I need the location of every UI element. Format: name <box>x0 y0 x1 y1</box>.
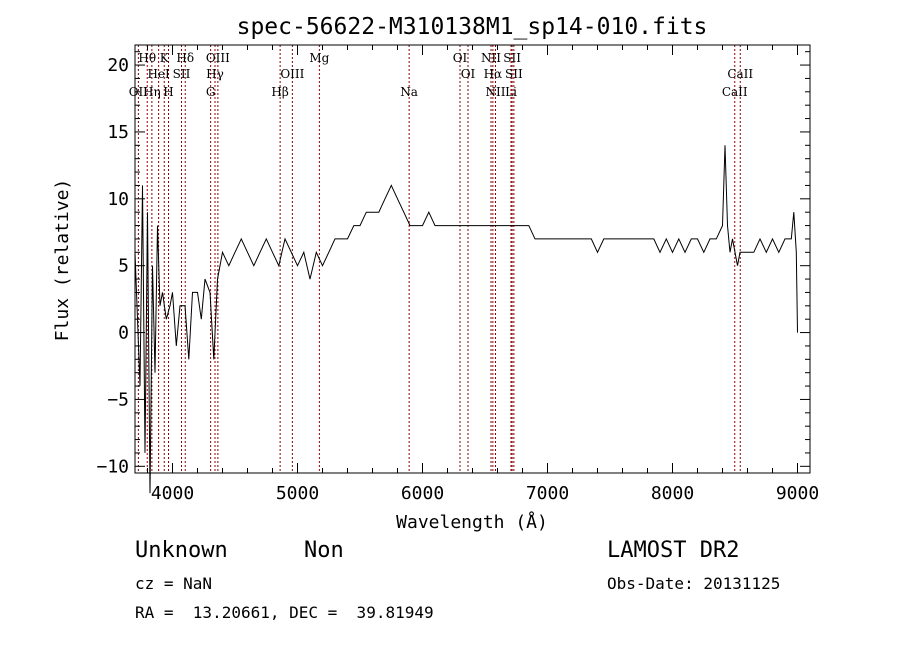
line-label: SII <box>505 67 523 81</box>
y-tick-label: −10 <box>96 456 129 477</box>
line-label: HeI <box>147 67 170 81</box>
line-label: K <box>160 51 170 65</box>
x-tick-label: 4000 <box>151 483 194 504</box>
line-label: H <box>163 85 173 99</box>
line-label: OI <box>453 51 468 65</box>
x-axis-label: Wavelength (Å) <box>396 511 548 533</box>
x-tick-label: 9000 <box>776 483 819 504</box>
spectral-class: Unknown <box>135 538 228 563</box>
x-tick-label: 6000 <box>401 483 444 504</box>
line-label: CaII <box>727 67 753 81</box>
line-label: SII <box>503 51 521 65</box>
line-label: Na <box>400 85 418 99</box>
line-label: OII <box>129 85 149 99</box>
line-markers <box>137 45 741 473</box>
y-tick-label: 10 <box>107 189 129 210</box>
spectrum-line <box>134 145 798 494</box>
line-label: Li <box>505 85 517 99</box>
line-label: Hδ <box>176 51 194 65</box>
line-label: CaII <box>722 85 748 99</box>
line-label: OIII <box>206 51 230 65</box>
spectrum-chart: spec-56622-M310138M1_sp14-010.fits 4000 5… <box>52 14 819 533</box>
y-tick-label: 0 <box>118 323 129 344</box>
survey-name: LAMOST DR2 <box>607 538 740 563</box>
line-label: OI <box>461 67 476 81</box>
y-tick-label: 5 <box>118 256 129 277</box>
coordinates-text: RA = 13.20661, DEC = 39.81949 <box>135 603 434 622</box>
line-label: Mg <box>309 51 329 65</box>
y-tick-label: 15 <box>107 122 129 143</box>
line-label: NII <box>486 85 506 99</box>
line-label: NII <box>481 51 501 65</box>
line-label: Hβ <box>271 85 288 99</box>
line-label: G <box>206 85 216 99</box>
x-tick-label: 5000 <box>276 483 319 504</box>
line-label: Hθ <box>138 51 156 65</box>
chart-title: spec-56622-M310138M1_sp14-010.fits <box>237 14 708 40</box>
x-axis: 4000 5000 6000 7000 8000 9000 <box>147 45 819 504</box>
y-axis: −10 −5 0 5 10 15 20 <box>96 51 810 477</box>
line-label: Hη <box>143 85 161 99</box>
y-tick-label: −5 <box>107 389 129 410</box>
plot-frame <box>134 44 811 474</box>
line-label: OIII <box>280 67 304 81</box>
obs-date-text: Obs-Date: 20131125 <box>607 574 781 593</box>
spectral-subclass: Non <box>304 538 344 563</box>
x-tick-label: 7000 <box>526 483 569 504</box>
line-label: SII <box>173 67 191 81</box>
line-label: Hα <box>484 67 503 81</box>
line-label: Hγ <box>206 67 224 81</box>
y-axis-label: Flux (relative) <box>52 179 73 342</box>
x-tick-label: 8000 <box>651 483 694 504</box>
y-tick-label: 20 <box>107 55 129 76</box>
redshift-text: cz = NaN <box>135 574 213 593</box>
